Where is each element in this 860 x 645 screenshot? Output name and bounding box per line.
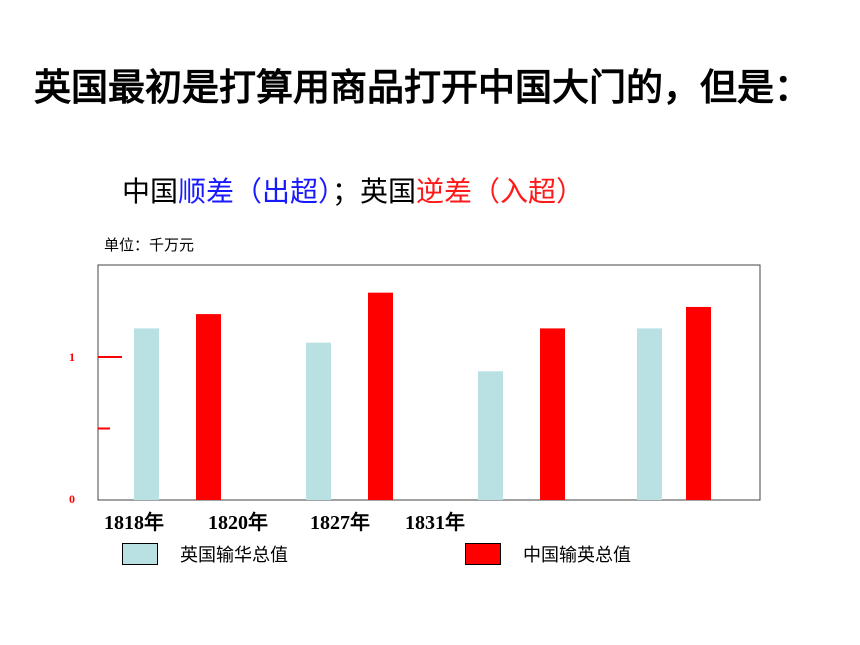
x-label-1827: 1827年 bbox=[310, 512, 370, 534]
bar-britain-3 bbox=[637, 328, 662, 500]
legend-label-britain: 英国输华总值 bbox=[180, 545, 288, 566]
y-tick-label-0: 0 bbox=[69, 492, 75, 506]
y-tick-label-1: 1 bbox=[69, 350, 75, 364]
x-label-1831: 1831年 bbox=[405, 512, 465, 534]
bar-britain-1 bbox=[306, 342, 331, 500]
bar-britain-2 bbox=[478, 371, 503, 500]
bar-china-2 bbox=[540, 328, 565, 500]
x-label-1818: 1818年 bbox=[104, 512, 164, 534]
subtitle-britain-deficit: 逆差（入超） bbox=[416, 175, 585, 208]
legend-swatch-britain bbox=[122, 543, 158, 565]
bar-china-1 bbox=[368, 292, 393, 500]
legend-swatch-china bbox=[465, 543, 501, 565]
bar-britain-0 bbox=[134, 328, 159, 500]
subtitle-part-1: 中国 bbox=[122, 175, 179, 208]
unit-label: 单位：千万元 bbox=[104, 236, 195, 254]
bar-china-0 bbox=[196, 314, 221, 500]
slide-title: 英国最初是打算用商品打开中国大门的，但是： bbox=[34, 66, 811, 109]
bar-china-3 bbox=[686, 306, 711, 500]
slide-subtitle: 中国顺差（出超）；英国逆差（入超） bbox=[122, 172, 584, 212]
subtitle-china-surplus: 顺差（出超） bbox=[178, 175, 333, 208]
bars-group bbox=[134, 292, 711, 500]
subtitle-part-3: ；英国 bbox=[332, 175, 417, 208]
x-label-1820: 1820年 bbox=[208, 512, 268, 534]
legend-item-china: 中国输英总值 bbox=[465, 541, 631, 567]
y-axis-ticks bbox=[98, 356, 122, 430]
legend-item-britain: 英国输华总值 bbox=[122, 541, 288, 567]
legend-label-china: 中国输英总值 bbox=[523, 545, 631, 566]
